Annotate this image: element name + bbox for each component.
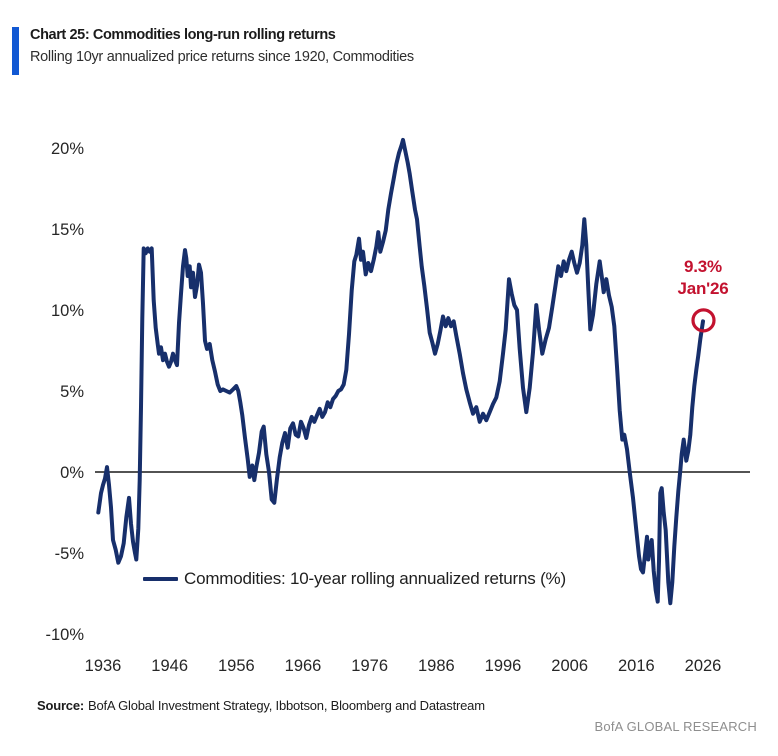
x-tick-label: 2016	[618, 657, 655, 675]
title-accent-bar	[12, 27, 19, 75]
source-line: Source: BofA Global Investment Strategy, …	[37, 698, 485, 713]
x-tick-label: 1956	[218, 657, 255, 675]
chart-title: Chart 25: Commodities long-run rolling r…	[30, 27, 336, 43]
brand-mark: BofA GLOBAL RESEARCH	[594, 719, 757, 734]
y-tick-label: 5%	[60, 383, 84, 401]
y-tick-label: 15%	[51, 221, 84, 239]
x-tick-label: 1976	[351, 657, 388, 675]
x-tick-label: 2026	[685, 657, 722, 675]
series-line-commodities	[96, 137, 705, 606]
latest-value-annotation: 9.3% Jan'26	[645, 256, 761, 300]
chart-legend: Commodities: 10-year rolling annualized …	[143, 569, 566, 589]
y-tick-label: -10%	[45, 626, 84, 644]
legend-line-marker	[143, 576, 178, 582]
annotation-value: 9.3%	[684, 257, 722, 276]
source-text: BofA Global Investment Strategy, Ibbotso…	[88, 698, 485, 713]
endpoint-highlight-circle	[691, 308, 716, 333]
x-tick-label: 2006	[551, 657, 588, 675]
x-tick-label: 1986	[418, 657, 455, 675]
y-tick-label: 10%	[51, 302, 84, 320]
y-tick-label: 20%	[51, 140, 84, 158]
y-tick-label: 0%	[60, 464, 84, 482]
source-label: Source:	[37, 698, 85, 713]
x-tick-label: 1936	[85, 657, 122, 675]
x-tick-label: 1946	[151, 657, 188, 675]
y-tick-label: -5%	[55, 545, 85, 563]
chart-subtitle: Rolling 10yr annualized price returns si…	[30, 49, 414, 65]
x-tick-label: 1996	[485, 657, 522, 675]
x-tick-label: 1966	[285, 657, 322, 675]
legend-label: Commodities: 10-year rolling annualized …	[184, 569, 566, 588]
annotation-date: Jan'26	[677, 279, 729, 298]
